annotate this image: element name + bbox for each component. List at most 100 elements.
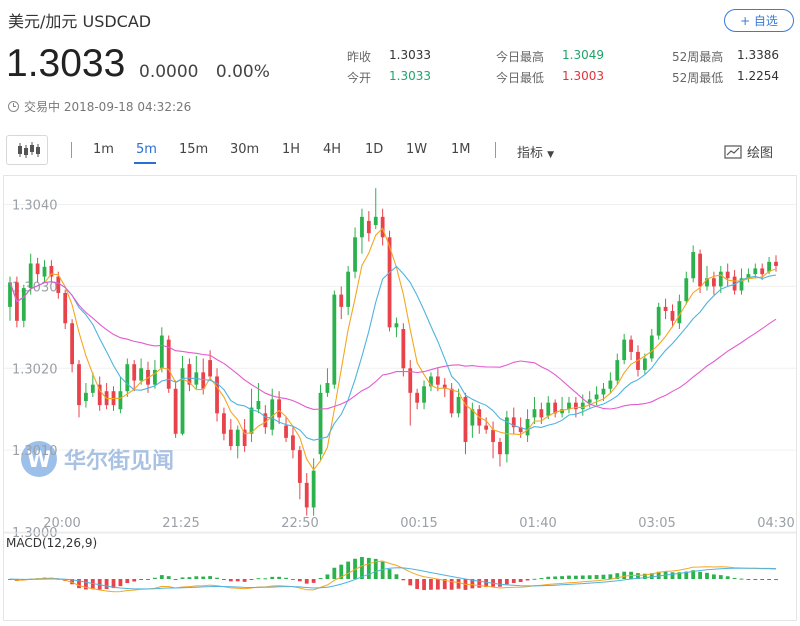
candle-body (449, 388, 454, 414)
x-tick-label: 21:25 (162, 516, 199, 531)
period-15m[interactable]: 15m (179, 142, 209, 157)
candle-body (470, 409, 475, 426)
active-period-underline (134, 162, 156, 164)
macd-histogram-bar (104, 579, 109, 590)
macd-histogram-bar (318, 578, 323, 580)
x-tick-label: 03:05 (638, 516, 675, 531)
period-1mo[interactable]: 1M (451, 142, 471, 157)
macd-histogram-bar (166, 576, 171, 579)
draw-button[interactable]: 绘图 (724, 142, 773, 161)
candle-body (484, 425, 489, 430)
macd-histogram-bar (70, 579, 75, 585)
macd-histogram-bar (332, 567, 337, 579)
candlestick-icon (18, 142, 40, 158)
period-1h[interactable]: 1H (282, 142, 301, 157)
candle-body (767, 261, 771, 272)
candle-body (90, 384, 95, 393)
candle-body (28, 263, 33, 289)
macd-histogram-bar (594, 575, 599, 579)
candle-body (360, 216, 364, 238)
macd-histogram-bar (311, 579, 316, 583)
macd-panel (8, 557, 778, 593)
macd-histogram-bar (442, 579, 447, 590)
candle-body (442, 384, 447, 389)
macd-histogram-bar (656, 571, 661, 579)
candle-body (42, 266, 47, 277)
toolbar-divider (495, 142, 496, 158)
macd-histogram-bar (525, 579, 530, 581)
trading-status: 交易中 2018-09-18 04:32:26 (8, 98, 191, 115)
stat-label: 52周最低 (672, 71, 724, 85)
period-4h[interactable]: 4H (323, 142, 342, 157)
macd-histogram-bar (366, 557, 371, 579)
macd-histogram-bar (304, 579, 309, 584)
candle-body (698, 253, 702, 287)
candle-body (684, 278, 689, 302)
candle-body (284, 425, 288, 438)
macd-histogram-bar (435, 579, 440, 590)
macd-histogram-bar (580, 575, 585, 579)
macd-histogram-bar (677, 572, 682, 579)
change-value: 0.0000 (139, 62, 199, 82)
candle-body (435, 376, 440, 385)
candle-body (249, 407, 254, 434)
candle-body (63, 292, 68, 324)
macd-histogram-bar (642, 573, 647, 579)
macd-histogram-bar (401, 579, 406, 581)
chart-toolbar: 1m 5m 15m 30m 1H 4H 1D 1W 1M 指标 ▼ 绘图 (0, 132, 800, 166)
y-tick-label: 1.3040 (12, 199, 58, 214)
period-1w[interactable]: 1W (406, 142, 428, 157)
stat-label: 今日最高 (496, 50, 545, 64)
watermark-text: 华尔街见闻 (64, 448, 174, 474)
period-30m[interactable]: 30m (230, 142, 260, 157)
candle-body (511, 417, 516, 428)
candle-body (401, 328, 406, 369)
macd-histogram-bar (477, 579, 482, 588)
stat-prev-close-value: 1.3033 (389, 48, 431, 62)
candle-body (346, 271, 351, 307)
period-5m[interactable]: 5m (136, 142, 157, 157)
macd-histogram-bar (235, 579, 240, 582)
draw-chart-icon (724, 144, 742, 159)
macd-histogram-bar (746, 579, 751, 580)
macd-histogram-bar (132, 579, 137, 582)
candle-body (670, 310, 675, 321)
macd-histogram-bar (739, 578, 744, 580)
macd-histogram-bar (711, 574, 716, 579)
candle-body (463, 396, 468, 442)
macd-histogram-bar (422, 579, 426, 591)
macd-histogram-bar (325, 574, 330, 579)
macd-histogram-bar (228, 579, 233, 582)
stat-low-value: 1.3003 (562, 69, 604, 83)
macd-histogram-bar (159, 575, 164, 579)
period-1m[interactable]: 1m (93, 142, 114, 157)
candle-body (318, 392, 323, 455)
period-1d[interactable]: 1D (365, 142, 384, 157)
candle-body (139, 368, 144, 381)
macd-histogram-bar (173, 579, 178, 580)
candle-body (353, 237, 357, 272)
macd-histogram-bar (125, 579, 130, 584)
indicator-dropdown[interactable]: 指标 ▼ (517, 142, 554, 161)
candle-body (573, 402, 578, 410)
candle-body (118, 391, 123, 410)
candle-body (311, 470, 316, 508)
candle-body (304, 482, 309, 508)
candle-body (732, 276, 737, 291)
macd-histogram-bar (408, 579, 413, 586)
macd-histogram-bar (449, 579, 454, 590)
candle-body (21, 288, 26, 321)
candle-body (215, 376, 219, 414)
chart-panel[interactable]: W 华尔街见闻 1.3040 1.3030 1.3020 1.3010 1.3000 2… (3, 175, 797, 621)
toolbar-divider (71, 142, 72, 158)
macd-histogram-bar (518, 579, 523, 583)
candle-body (187, 364, 192, 385)
macd-histogram-bar (691, 570, 696, 579)
macd-histogram-bar (725, 576, 730, 579)
macd-histogram-bar (263, 578, 268, 580)
chart-type-button[interactable] (6, 135, 48, 165)
add-watchlist-button[interactable]: + 自选 (724, 9, 794, 32)
macd-histogram-bar (297, 579, 302, 582)
macd-histogram-bar (456, 579, 461, 589)
